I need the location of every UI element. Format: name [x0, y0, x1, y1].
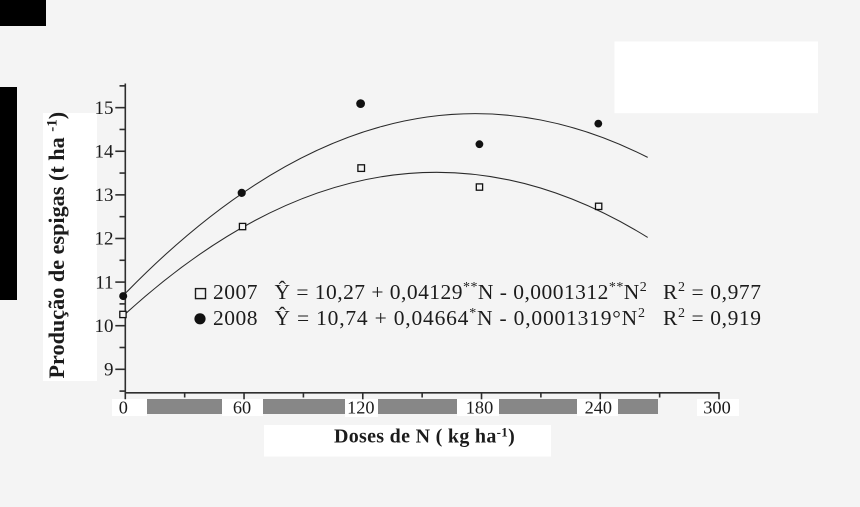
svg-text:2008: 2008 [213, 306, 258, 330]
svg-text:240: 240 [585, 398, 612, 418]
svg-text:12: 12 [95, 229, 114, 250]
svg-text:60: 60 [233, 398, 251, 418]
svg-text:9: 9 [104, 360, 114, 381]
svg-text:R2 = 0,919: R2 = 0,919 [663, 306, 762, 330]
svg-text:120: 120 [347, 398, 374, 418]
svg-text:Ŷ = 10,27 + 0,04129**N - 0,000: Ŷ = 10,27 + 0,04129**N - 0,0001312**N2 [275, 280, 648, 304]
svg-text:Ŷ = 10,74 + 0,04664*N - 0,0001: Ŷ = 10,74 + 0,04664*N - 0,0001319°N2 [275, 306, 646, 330]
svg-text:10: 10 [95, 316, 114, 337]
svg-text:Doses de N ( kg ha-1): Doses de N ( kg ha-1) [334, 425, 515, 448]
svg-text:Produção de espigas (t ha -1): Produção de espigas (t ha -1) [44, 112, 69, 379]
svg-text:R2 = 0,977: R2 = 0,977 [663, 280, 762, 304]
svg-text:11: 11 [95, 272, 113, 293]
svg-text:300: 300 [703, 398, 730, 418]
svg-text:15: 15 [95, 98, 114, 119]
svg-text:0: 0 [119, 398, 128, 418]
svg-text:13: 13 [95, 185, 114, 206]
svg-text:14: 14 [95, 142, 115, 163]
svg-text:2007: 2007 [213, 280, 258, 304]
svg-text:180: 180 [466, 398, 493, 418]
